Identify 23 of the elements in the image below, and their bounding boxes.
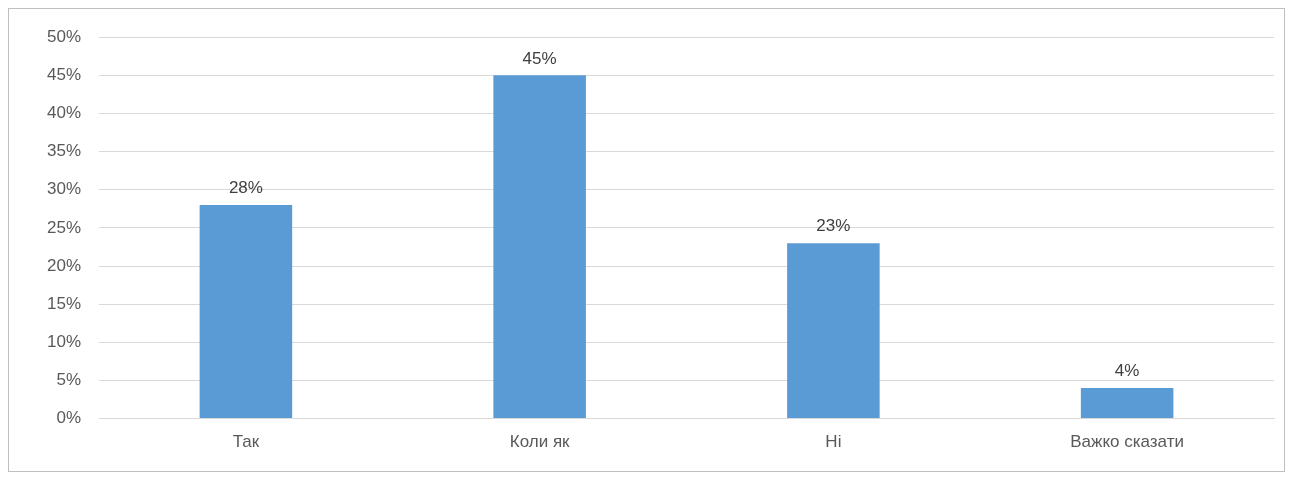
y-tick-label: 10% <box>46 332 82 352</box>
bar <box>787 243 880 419</box>
y-tick-label: 25% <box>46 217 82 237</box>
data-label: 23% <box>816 216 851 236</box>
y-tick-label: 45% <box>46 65 82 85</box>
y-tick-label: 5% <box>56 370 82 390</box>
y-tick-label: 35% <box>46 141 82 161</box>
x-tick-label: Важко сказати <box>1070 432 1184 452</box>
x-tick-label: Ні <box>825 432 842 452</box>
y-tick-label: 50% <box>46 26 82 46</box>
bar <box>199 205 293 419</box>
x-tick-label: Коли як <box>509 432 571 452</box>
y-tick-label: 40% <box>46 103 82 123</box>
data-label: 28% <box>228 178 263 198</box>
y-tick-label: 20% <box>46 255 82 275</box>
y-tick-label: 30% <box>46 179 82 199</box>
y-tick-label: 0% <box>56 408 82 428</box>
x-tick-label: Так <box>232 432 260 452</box>
data-label: 45% <box>522 48 557 68</box>
bar <box>1080 388 1174 419</box>
y-tick-label: 15% <box>46 293 82 313</box>
data-label: 4% <box>1114 361 1140 381</box>
bar <box>493 75 586 419</box>
